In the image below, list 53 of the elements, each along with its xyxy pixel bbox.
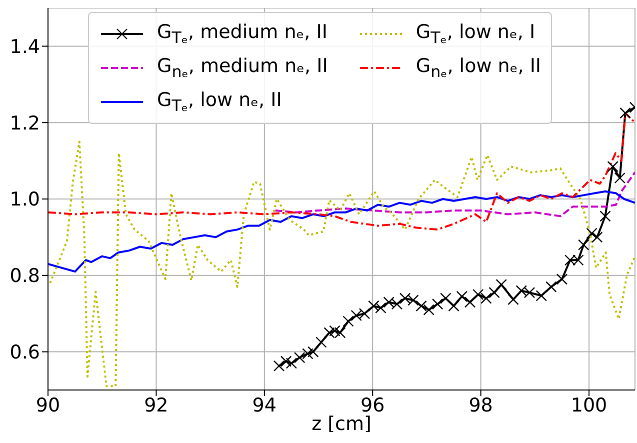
point [273,360,285,372]
point [440,292,452,304]
y-tick-label: 0.6 [10,342,40,364]
point [368,300,380,312]
point [464,296,476,308]
legend-label: G$_{nₑ}$, medium nₑ, II [157,55,328,81]
point [286,358,298,369]
y-tick-label: 1.2 [10,112,40,134]
point [432,298,444,310]
point [307,346,319,358]
point [302,348,314,360]
x-tick-label: 90 [36,394,60,416]
point [480,292,492,304]
point [546,281,557,292]
point [329,325,340,336]
x-tick-label: 92 [144,394,168,416]
legend-label: G$_{Tₑ}$, low nₑ, I [416,21,536,47]
x-tick-label: 100 [570,394,608,416]
point [488,286,500,298]
line-series [49,140,635,388]
point [416,300,427,312]
point [556,274,568,285]
x-tick-label: 94 [252,394,276,416]
point [578,239,590,250]
point [586,228,598,239]
point [456,290,468,302]
y-tick-label: 0.8 [10,265,40,288]
point [342,316,354,327]
point [280,356,292,367]
line-series [48,190,635,273]
point [294,352,306,364]
x-tick-label: 96 [360,394,385,416]
legend-label: G$_{Tₑ}$, medium nₑ, II [157,21,328,47]
point [496,278,507,290]
point [423,304,434,316]
line-series [48,112,635,231]
line-series [274,171,635,218]
legend-label: G$_{Tₑ}$, low nₑ, II [157,89,282,115]
point [316,336,327,348]
point [600,210,611,222]
point [620,107,631,119]
point [592,232,603,243]
point [448,300,460,312]
point [607,160,618,172]
point [536,290,548,302]
x-tick-label: 98 [468,394,493,416]
legend-label: G$_{nₑ}$, low nₑ, II [416,55,542,81]
point [375,302,386,314]
y-tick-label: 1.4 [10,36,40,58]
y-tick-label: 1.0 [10,188,40,211]
point [508,294,519,306]
point [472,288,484,300]
point [614,172,626,184]
